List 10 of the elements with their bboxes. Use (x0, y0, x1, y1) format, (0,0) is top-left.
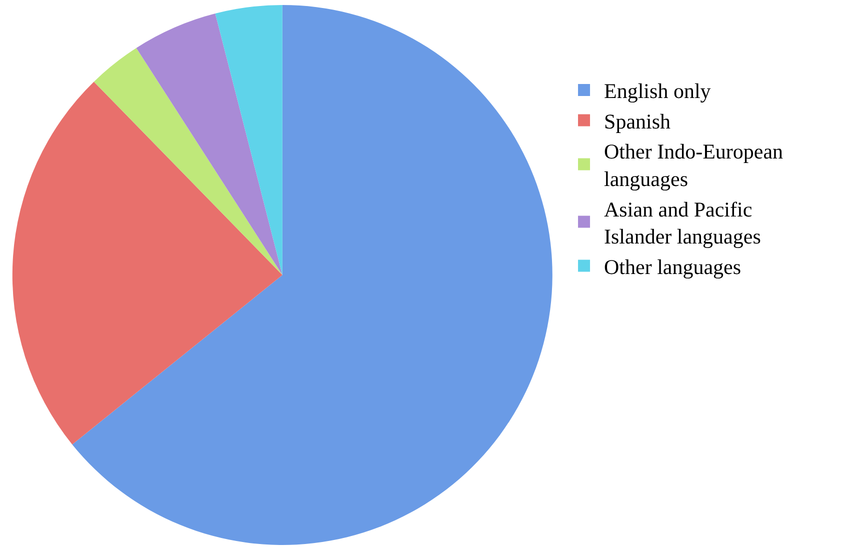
legend-label: Asian and Pacific Islander languages (604, 197, 761, 249)
pie-slice (12, 82, 282, 444)
legend-label: Other languages (604, 254, 742, 279)
pie-slice (94, 48, 282, 275)
pie-slice (215, 5, 282, 275)
pie-slice (72, 5, 552, 545)
pie-slice (136, 13, 282, 275)
legend-label: Spanish (604, 109, 672, 134)
legend-label: Other Indo-European languages (604, 140, 784, 192)
legend-label: English only (604, 79, 712, 104)
